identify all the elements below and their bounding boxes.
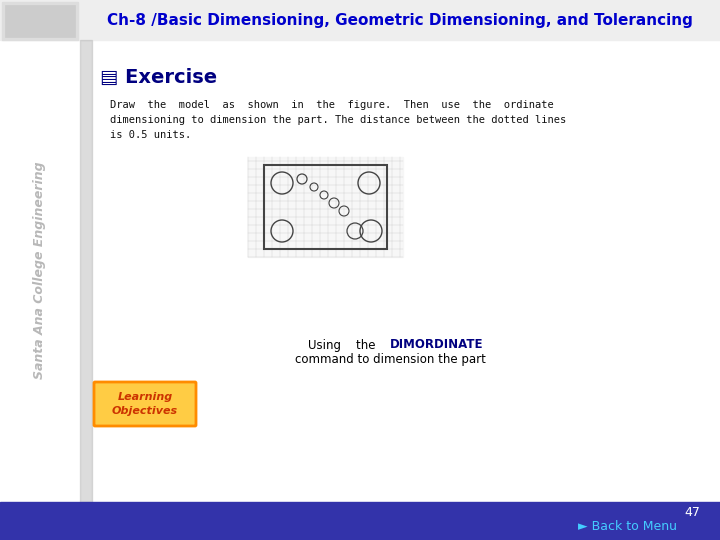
Text: 47: 47 — [684, 507, 700, 519]
Text: is 0.5 units.: is 0.5 units. — [110, 130, 192, 140]
Bar — [248, 157, 403, 257]
Text: DIMORDINATE: DIMORDINATE — [390, 339, 484, 352]
Bar — [264, 165, 387, 249]
Bar — [2, 2, 78, 40]
Text: Learning
Objectives: Learning Objectives — [112, 393, 178, 416]
Text: Draw  the  model  as  shown  in  the  figure.  Then  use  the  ordinate: Draw the model as shown in the figure. T… — [110, 100, 554, 110]
Text: dimensioning to dimension the part. The distance between the dotted lines: dimensioning to dimension the part. The … — [110, 115, 566, 125]
FancyBboxPatch shape — [94, 382, 196, 426]
Bar — [80, 40, 92, 502]
Text: Using    the: Using the — [307, 339, 390, 352]
Bar — [5, 5, 75, 37]
Text: ▤ Exercise: ▤ Exercise — [100, 68, 217, 86]
Bar — [0, 0, 720, 40]
Bar — [0, 502, 720, 540]
Text: Ch-8 /Basic Dimensioning, Geometric Dimensioning, and Tolerancing: Ch-8 /Basic Dimensioning, Geometric Dime… — [107, 14, 693, 29]
Text: Santa Ana College Engineering: Santa Ana College Engineering — [34, 161, 47, 379]
Text: ► Back to Menu: ► Back to Menu — [578, 519, 678, 532]
Text: command to dimension the part: command to dimension the part — [294, 354, 485, 367]
